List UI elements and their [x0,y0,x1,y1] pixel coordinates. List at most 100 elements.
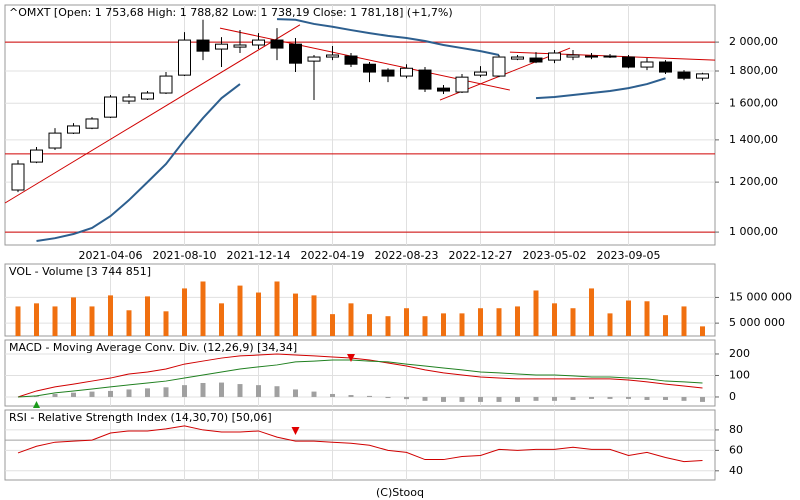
histogram-bar [681,396,687,401]
label-layer: 2021-04-06 2021-08-10 2021-12-14 2022-04-19… [9,6,792,477]
y-tick-label: 5 000 000 [729,316,785,329]
histogram-bar [219,382,224,397]
volume-bar [15,306,21,336]
candle-body [492,56,506,77]
volume-bar [89,306,95,336]
candle-body [307,56,321,62]
histogram-bar [237,384,243,397]
volume-bar [422,316,428,336]
x-tick-label: 2021-12-14 [227,249,291,262]
panel-title: ^OMXT [Open: 1 753,68 High: 1 788,82 Low… [9,6,453,19]
candle-body [252,39,265,46]
candle-body [696,73,709,79]
histogram-bar [478,396,483,402]
histogram-bar [644,396,650,400]
volume-bar [311,295,317,336]
candle-body [659,61,672,73]
volume-bar [607,313,613,336]
candle-body [677,71,691,79]
x-tick-label: 2021-08-10 [153,249,217,262]
sell-signal [291,427,300,435]
histogram-bar [533,396,539,401]
x-tick-label: 2023-05-02 [523,249,587,262]
histogram-bar [367,395,372,397]
x-tick-label: 2022-04-19 [301,249,365,262]
indicator-line [17,425,703,463]
histogram-bar [626,396,631,399]
candle-body [344,55,358,65]
histogram-bar [182,385,187,397]
candle-body [603,55,617,58]
volume-bar [441,313,446,336]
histogram-bar [570,396,576,400]
panel-frame [4,4,716,246]
histogram-bar [293,389,298,397]
y-tick-label: 0 [729,390,736,403]
volume-bar [681,306,687,336]
volume-bar [478,308,483,336]
candle-body [67,125,80,134]
y-tick-label: 2 000,00 [729,35,778,48]
indicator-line [17,359,703,398]
candle-body [141,92,154,100]
volume-bar [182,288,187,336]
y-tick-label: 1 400,00 [729,133,778,146]
candle-body [326,54,339,58]
candle-body [455,76,469,93]
volume-bar [700,326,705,336]
candle-body [48,132,62,149]
histogram-bar [515,396,520,402]
volume-bar [626,300,631,336]
histogram-bar [552,396,557,401]
candle-body [548,52,561,61]
histogram-bar [71,392,76,397]
histogram-bar [108,390,113,397]
volume-bar [644,301,650,336]
histogram-bar [348,395,354,397]
candle-body [289,43,302,64]
candle-body [30,149,43,163]
histogram-bar [145,388,150,397]
candle-body [418,69,432,90]
candle-body [363,63,376,73]
volume-bar [293,293,298,336]
y-tick-label: 1 200,00 [729,175,778,188]
volume-bar [496,308,502,336]
histogram-bar [607,396,613,399]
candle-body [381,69,395,77]
x-tick-label: 2022-08-23 [375,249,439,262]
histogram-bar [589,396,594,399]
volume-bar [330,314,335,336]
candle-body [622,56,635,68]
volume-bar [256,292,261,336]
candle-body [566,54,580,58]
candle-body [437,87,450,92]
panel-title: RSI - Relative Strength Index (14,30,70)… [9,411,272,424]
histogram-bar [274,386,280,397]
buy-signal [33,401,40,408]
candle-body [270,39,284,49]
volume-bar [34,303,39,336]
y-tick-label: 1 000,00 [729,225,778,238]
histogram-bar [441,396,446,402]
volume-bar [533,290,539,336]
grid-layer [4,4,719,481]
volume-bar [108,295,113,336]
volume-bar [237,285,243,336]
sell-signal [347,354,355,362]
y-tick-label: 100 [729,368,750,381]
y-tick-label: 40 [729,464,743,477]
y-tick-label: 1 800,00 [729,64,778,77]
moving-average-line [36,18,666,242]
panel-frame [4,263,716,337]
footer: (C)Stooq [376,486,424,499]
histogram-bar [422,396,428,401]
candle-body [511,56,524,60]
y-tick-label: 80 [729,423,743,436]
volume-bar [570,308,576,336]
candle-body [159,75,173,94]
histogram-bar [700,396,705,402]
volume-bar [589,288,594,336]
volume-bar [145,296,150,336]
candle-body [11,163,25,191]
